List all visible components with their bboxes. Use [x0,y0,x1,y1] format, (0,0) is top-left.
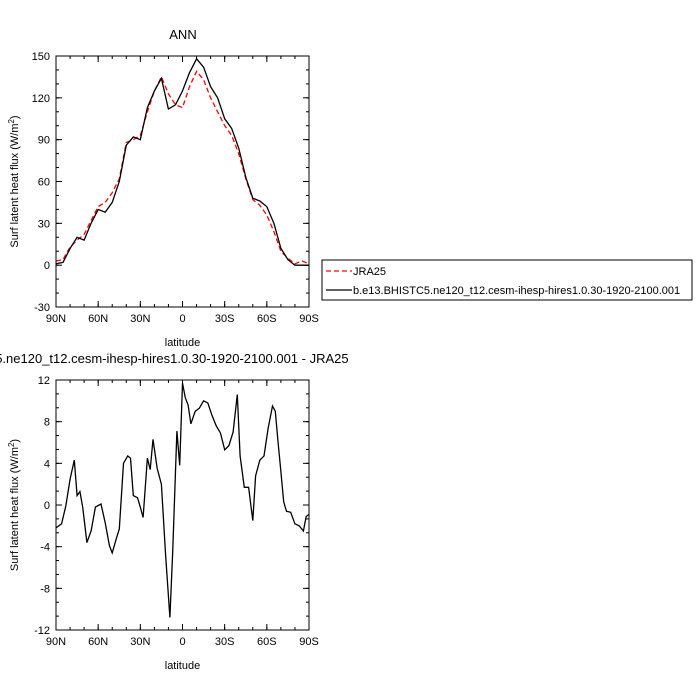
bottom-chart-xlabel: latitude [165,660,200,672]
bottom-ytick-label: 12 [38,375,50,387]
bottom-chart-ylabel: Surf latent heat flux (W/m2) [7,439,21,571]
bottom-chart: b.e13.BHISTC5.ne120_t12.cesm-ihesp-hires… [0,351,349,672]
top-xtick-label: 0 [179,313,185,325]
legend: JRA25 b.e13.BHISTC5.ne120_t12.cesm-ihesp… [321,259,693,301]
top-chart-xlabel: latitude [165,337,200,349]
top-ytick-label: 90 [38,135,50,147]
legend-box [321,259,693,301]
top-xtick-label: 60S [257,313,277,325]
bottom-xtick-label: 90S [299,636,319,648]
top-xtick-label: 30N [130,313,150,325]
top-chart: ANN 90N 60N 30N 0 30S 60S 90S-300306090120150 … [7,27,319,349]
bottom-series-line-0 [55,382,310,618]
top-chart-frame [55,55,310,308]
top-chart-ylabel-close: ) [9,115,21,119]
bottom-xtick-label: 60N [88,636,108,648]
bottom-ytick-label: 4 [44,458,50,470]
top-chart-series [55,57,310,266]
bottom-ytick-label: 8 [44,417,50,429]
legend-label-jra25: JRA25 [353,266,386,278]
top-xtick-label: 90N [46,313,66,325]
bottom-ytick-label: -4 [40,542,50,554]
top-chart-ylabel-sup: 2 [7,119,16,124]
bottom-chart-series [55,382,310,618]
bottom-ytick-label: -8 [40,583,50,595]
top-series-line-0 [55,70,310,265]
bottom-xtick-label: 30S [215,636,235,648]
bottom-xtick-label: 30N [130,636,150,648]
bottom-chart-frame [55,379,310,631]
bottom-ytick-label: -12 [34,625,50,637]
bottom-xtick-label: 90N [46,636,66,648]
top-ytick-label: 30 [38,218,50,230]
bottom-ytick-label: 0 [44,500,50,512]
bottom-xtick-label: 60S [257,636,277,648]
top-chart-ticks: 90N 60N 30N 0 30S 60S 90S -30 0 30 60 90 120 150 [32,51,319,325]
bottom-chart-title: b.e13.BHISTC5.ne120_t12.cesm-ihesp-hires… [0,351,349,366]
top-ytick-label: 60 [38,177,50,189]
top-ytick-label: 150 [32,51,50,63]
bottom-chart-ylabel-main: Surf latent heat flux (W/m [9,447,21,571]
bottom-chart-ylabel-close: ) [9,439,21,443]
top-ytick-label: 120 [32,93,50,105]
top-ytick-label: -30 [34,302,50,314]
bottom-chart-ylabel-sup: 2 [7,442,16,447]
top-ytick-label: 0 [44,260,50,272]
top-chart-ylabel-main: Surf latent heat flux (W/m [9,124,21,248]
top-xtick-label: 90S [299,313,319,325]
top-chart-title: ANN [169,27,196,42]
top-chart-ylabel: Surf latent heat flux (W/m2) [7,115,21,247]
bottom-xtick-label: 0 [179,636,185,648]
top-xtick-label: 30S [215,313,235,325]
top-series-line-1 [55,57,309,266]
legend-label-model: b.e13.BHISTC5.ne120_t12.cesm-ihesp-hires… [353,285,680,297]
top-xtick-label: 60N [88,313,108,325]
